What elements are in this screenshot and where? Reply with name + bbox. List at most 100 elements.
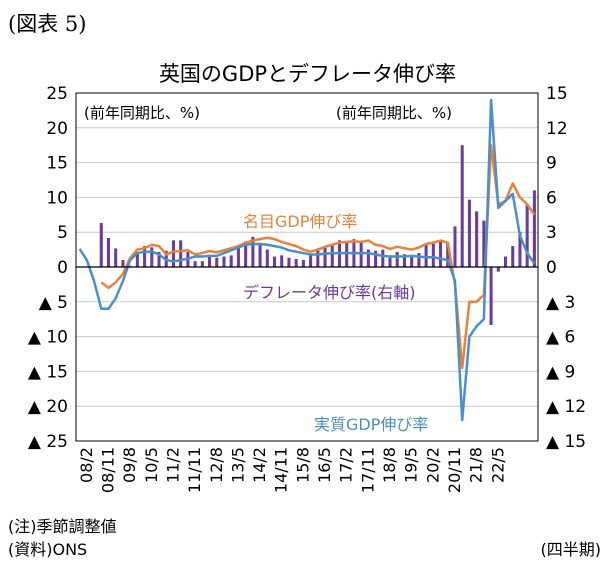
deflator-bar (114, 248, 118, 267)
x-tick-label: 10/5 (142, 447, 161, 483)
deflator-bar (496, 267, 500, 272)
annotation-real-gdp: 実質GDP伸び率 (314, 415, 428, 434)
deflator-bar (236, 247, 240, 267)
x-tick-label: 16/5 (315, 447, 334, 483)
left-tick-label: ▲ 15 (28, 362, 68, 382)
deflator-bar (272, 256, 277, 267)
right-axis-label: (前年同期比、%) (336, 104, 452, 122)
deflator-bar (503, 256, 508, 267)
right-tick-label: ▲ 6 (546, 328, 575, 348)
x-tick-label: 11/2 (163, 447, 182, 483)
plot-frame (75, 92, 539, 442)
deflator-bar (388, 255, 392, 267)
deflator-bar (374, 250, 378, 267)
left-tick-label: 15 (46, 154, 68, 174)
x-tick-label: 17/2 (337, 447, 356, 483)
chart-title: 英国のGDPとデフレータ伸び率 (158, 62, 457, 86)
right-tick-label: 12 (546, 119, 568, 139)
x-tick-label: 22/5 (488, 447, 507, 483)
nominal-gdp-line (100, 143, 536, 370)
x-tick-label: 08/2 (77, 447, 96, 483)
deflator-bar (323, 247, 327, 267)
right-tick-label: ▲ 9 (546, 362, 575, 382)
x-tick-label: 12/8 (207, 447, 226, 483)
x-tick-label: 18/8 (380, 447, 399, 483)
deflator-bar (157, 251, 161, 267)
right-tick-label: ▲ 3 (546, 293, 575, 313)
deflator-bar (316, 249, 320, 267)
deflator-bar (518, 232, 522, 267)
x-tick-label: 20/2 (423, 447, 442, 483)
deflator-bar (395, 251, 399, 267)
deflator-bar (179, 240, 183, 267)
right-tick-label: 3 (546, 223, 557, 243)
deflator-bar (150, 247, 154, 267)
deflator-bar (265, 249, 269, 267)
deflator-bar (489, 267, 493, 325)
x-axis-unit: (四半期) (540, 540, 602, 559)
x-tick-label: 14/11 (272, 447, 291, 493)
x-tick-label: 20/11 (445, 447, 464, 493)
deflator-bar (439, 240, 443, 267)
x-tick-label: 15/8 (293, 447, 312, 483)
left-tick-label: ▲ 20 (28, 397, 68, 417)
deflator-bar (280, 255, 284, 267)
deflator-bar (330, 243, 334, 267)
deflator-bars (99, 145, 536, 325)
deflator-bar (424, 244, 428, 267)
left-tick-label: ▲ 25 (28, 432, 68, 452)
x-tick-label: 11/11 (185, 447, 204, 493)
right-tick-label: 0 (546, 258, 557, 278)
figure-label: (図表 5) (8, 12, 87, 36)
deflator-bar (193, 261, 197, 267)
deflator-bar (222, 256, 226, 267)
deflator-bar (366, 249, 370, 267)
left-tick-label: 5 (57, 223, 68, 243)
deflator-bar (410, 255, 414, 267)
deflator-bar (251, 236, 255, 267)
left-tick-label: 0 (57, 258, 68, 278)
deflator-bar (143, 246, 147, 267)
note-seasonal: (注)季節調整値 (8, 517, 117, 536)
deflator-bar (287, 257, 291, 267)
deflator-bar (402, 254, 406, 267)
gdp-lines (78, 98, 536, 422)
deflator-bar (475, 211, 479, 267)
deflator-bar (359, 242, 363, 267)
right-tick-label: ▲ 12 (546, 397, 586, 417)
deflator-bar (99, 222, 103, 267)
right-tick-label: 9 (546, 154, 557, 174)
deflator-bar (446, 242, 450, 267)
x-tick-label: 13/5 (228, 447, 247, 483)
deflator-bar (208, 255, 212, 267)
deflator-bar (453, 226, 457, 267)
x-tick-label: 21/8 (467, 447, 486, 483)
left-tick-label: 25 (46, 84, 68, 104)
deflator-bar (417, 253, 421, 267)
deflator-bar (525, 204, 529, 267)
deflator-bar (431, 242, 435, 267)
right-tick-label: 15 (546, 84, 568, 104)
left-tick-label: ▲ 10 (28, 328, 68, 348)
deflator-bar (294, 258, 298, 267)
annotation-deflator: デフレータ伸び率(右軸) (243, 283, 416, 302)
deflator-bar (301, 260, 305, 267)
deflator-bar (200, 261, 204, 267)
real-gdp-line (78, 98, 536, 422)
right-tick-label: 6 (546, 188, 557, 208)
deflator-bar (121, 260, 125, 267)
deflator-bar (244, 241, 248, 267)
tick-labels: ▲ 25 ▲ 20 ▲ 15 ▲ 10 ▲ 5 0 5 10 15 20 25 ▲ 15 ▲ 12 ▲ 9… (28, 84, 586, 493)
deflator-bar (215, 257, 219, 267)
deflator-bar (467, 199, 471, 267)
left-tick-label: 10 (46, 188, 68, 208)
left-tick-label: 20 (46, 119, 68, 139)
x-tick-label: 09/8 (120, 447, 139, 483)
deflator-bar (532, 190, 536, 267)
left-axis-label: (前年同期比、%) (84, 104, 200, 122)
x-tick-label: 17/11 (358, 447, 377, 493)
deflator-bar (381, 249, 385, 267)
x-tick-label: 14/2 (250, 447, 269, 483)
deflator-bar (309, 255, 313, 267)
left-tick-label: ▲ 5 (39, 293, 68, 313)
